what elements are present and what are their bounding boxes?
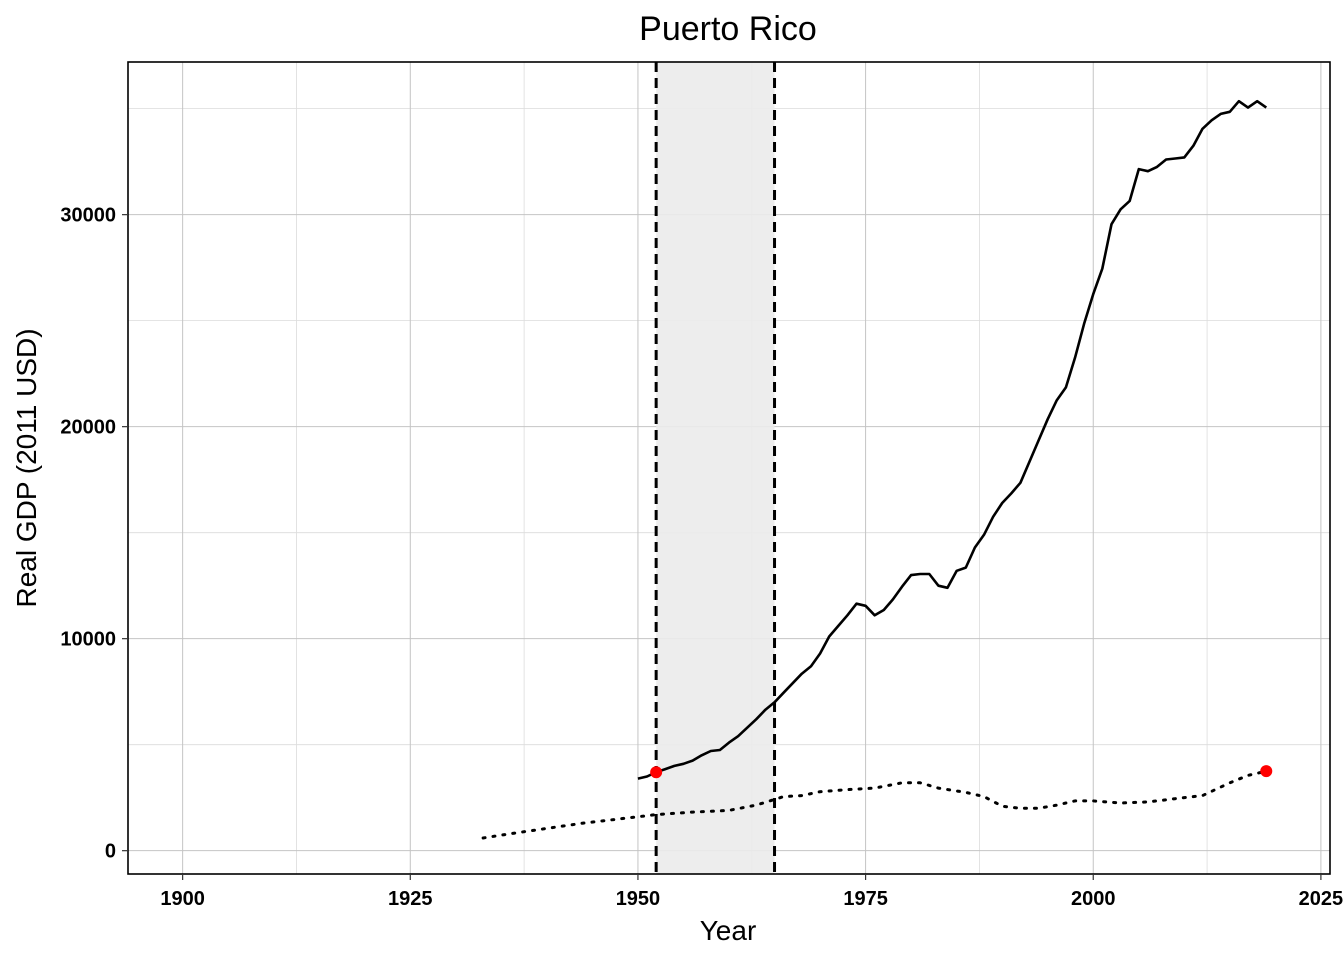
y-tick-label: 10000 [60,629,116,651]
x-tick-label: 1975 [843,888,888,910]
solid-series-line [637,99,1268,780]
highlight-point [1260,765,1273,778]
y-axis-title: Real GDP (2011 USD) [11,328,42,607]
dotted-series-line [481,769,1268,840]
highlight-point [650,766,663,779]
x-tick-label: 2000 [1071,888,1116,910]
chart-title: Puerto Rico [639,10,817,48]
shaded-region [656,62,775,874]
y-tick-label: 30000 [60,205,116,227]
plot-border [127,61,1331,875]
x-tick-label: 1925 [388,888,433,910]
y-tick-label: 0 [105,841,116,863]
y-tick-label: 20000 [60,417,116,439]
x-tick-label: 1950 [616,888,661,910]
x-axis-title: Year [700,915,757,946]
x-tick-label: 1900 [160,888,205,910]
x-tick-label: 2025 [1299,888,1344,910]
